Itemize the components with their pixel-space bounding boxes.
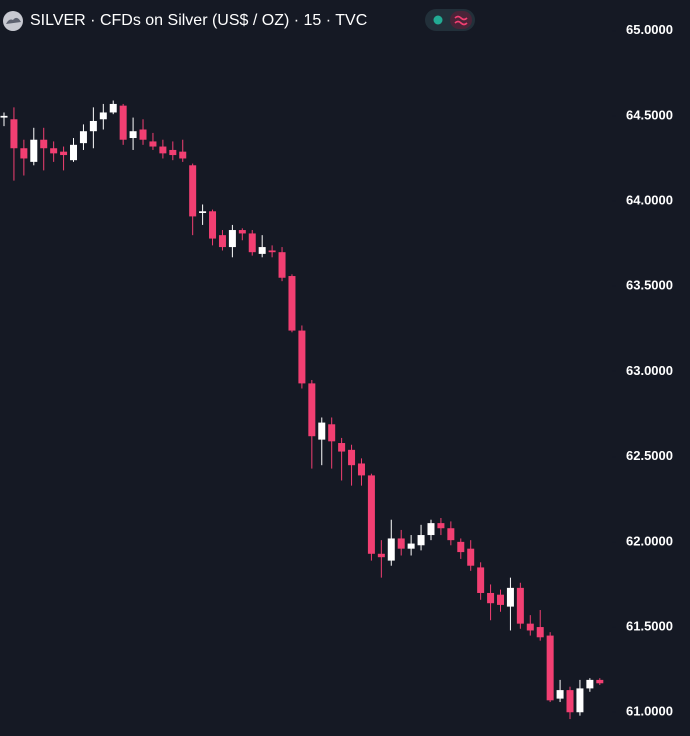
chart-title: SILVER · CFDs on Silver (US$ / OZ) · 15 … [30,12,367,29]
candle-body [10,119,18,149]
candle-body [99,112,107,120]
candle-body [338,443,346,452]
candle-body [50,148,58,154]
candle-body [169,149,177,156]
plot-area [0,100,604,720]
y-tick-label: 65.0000 [626,22,673,37]
candle-body [308,383,316,437]
candle-body [387,538,395,561]
candle-body [268,250,276,253]
candle-body [357,463,365,476]
candle-body [437,523,445,529]
candle-body [576,688,584,713]
candle-body [20,148,28,159]
y-tick-label: 61.5000 [626,618,673,633]
candle-body [79,131,87,144]
candle-body [556,690,564,699]
candle-body [457,541,465,553]
candle-body [526,623,534,631]
status-dot [433,15,443,25]
candle-body [70,144,78,161]
candle-body [159,146,167,154]
candle-body [318,422,326,440]
candle-body [367,475,375,554]
candle-body [417,535,425,546]
candle-body [0,115,8,118]
candle-body [477,567,485,593]
candle-body [218,235,226,248]
candle-body [536,627,544,638]
y-tick-label: 63.5000 [626,278,673,293]
candle-body [199,211,207,213]
candle-body [238,230,246,234]
candle-body [139,129,147,140]
candle-body [30,139,38,162]
badge-icon [454,15,468,26]
candle-body [288,276,296,331]
candle-body [258,247,266,254]
y-tick-label: 64.0000 [626,193,673,208]
candle-body [377,553,385,558]
candle-body [248,233,256,253]
y-tick-label: 64.5000 [626,107,673,122]
candle-body [506,587,514,607]
candle-body [467,548,475,566]
candle-body [60,151,68,156]
badge-icon-bg [450,11,472,29]
candle-body [179,151,187,159]
candle-body [487,592,495,604]
y-tick-label: 62.0000 [626,533,673,548]
symbol-icon-glyph [6,17,21,24]
candle-body [228,230,236,248]
candle-body [328,424,336,442]
candle-body [566,690,574,713]
candle-body [546,635,554,701]
y-tick-label: 61.0000 [626,704,673,719]
candle-body [397,538,405,549]
candle-body [278,252,286,278]
candle-body [209,211,217,239]
candle-body [119,105,127,140]
candle-body [447,528,455,541]
candle-body [298,330,306,384]
candle-body [586,679,594,689]
candle-body [427,523,435,536]
candle-body [149,141,157,147]
candle-body [40,139,48,149]
candle-body [497,594,504,605]
candle-body [348,449,356,466]
header-bg [0,4,480,34]
candle-body [596,679,604,684]
y-tick-label: 63.0000 [626,363,673,378]
candle-body [89,120,97,132]
candle-body [189,165,197,217]
y-tick-label: 62.5000 [626,448,673,463]
candle-body [516,587,524,624]
candle-body [109,103,117,113]
candle-body [129,131,137,139]
candle-body [407,543,415,549]
